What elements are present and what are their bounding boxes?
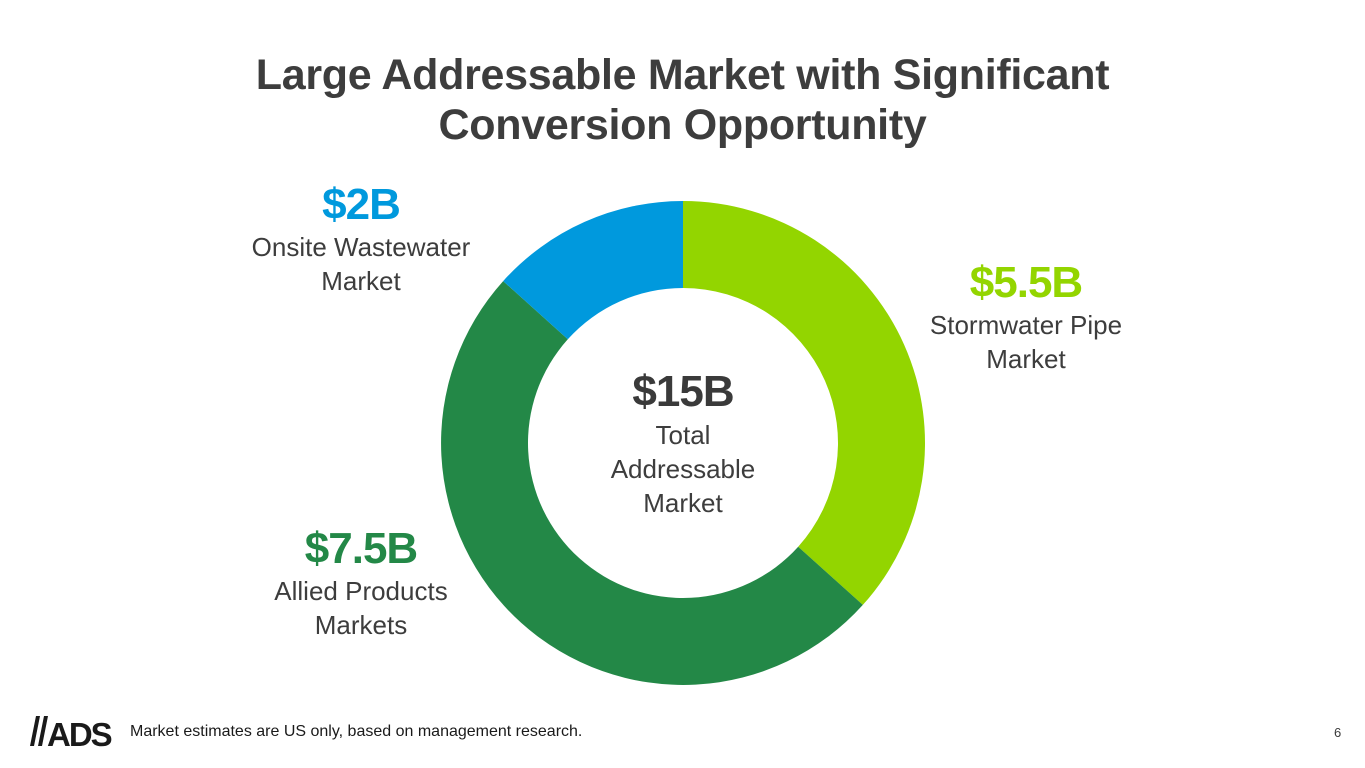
stormwater-pipe-name: Stormwater Pipe Market xyxy=(929,310,1123,374)
total-market-label: Total Addressable Market xyxy=(610,420,756,518)
onsite-wastewater-label: $2B Onsite Wastewater Market xyxy=(211,180,511,298)
stormwater-pipe-slice xyxy=(683,201,925,605)
page-number: 6 xyxy=(1334,725,1342,740)
slide-title: Large Addressable Market with Significan… xyxy=(0,50,1365,150)
allied-products-value: $7.5B xyxy=(304,524,418,573)
allied-products-label: $7.5B Allied Products Markets xyxy=(211,524,511,642)
footnote: Market estimates are US only, based on m… xyxy=(130,723,583,740)
ads-logo: ADS xyxy=(30,716,114,748)
stormwater-pipe-value: $5.5B xyxy=(969,258,1083,307)
donut-center-label: $15B Total Addressable Market xyxy=(533,366,833,520)
stormwater-pipe-label: $5.5B Stormwater Pipe Market xyxy=(876,258,1176,376)
onsite-wastewater-slice xyxy=(503,201,683,340)
allied-products-name: Allied Products Markets xyxy=(274,576,448,640)
onsite-wastewater-value: $2B xyxy=(322,180,401,229)
allied-products-slice xyxy=(441,281,863,685)
logo-text: ADS xyxy=(47,716,112,748)
onsite-wastewater-name: Onsite Wastewater Market xyxy=(251,232,471,296)
slide-title-line-2: Conversion Opportunity xyxy=(438,101,927,149)
total-market-value: $15B xyxy=(632,367,734,416)
slide-title-line-1: Large Addressable Market with Significan… xyxy=(255,51,1110,99)
